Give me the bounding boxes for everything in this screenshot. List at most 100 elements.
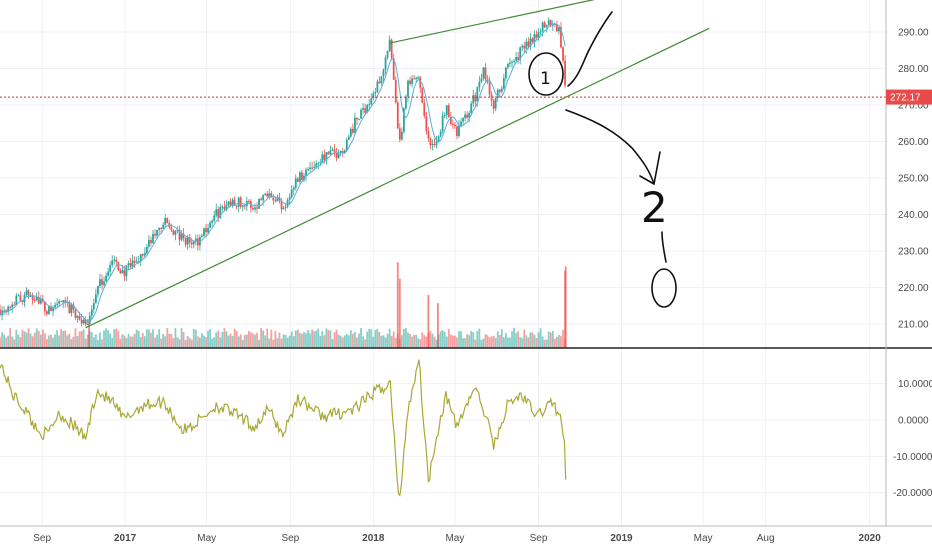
volume-bar: [290, 331, 293, 348]
candle: [303, 173, 305, 183]
volume-bar: [166, 328, 169, 348]
last-price-badge-bg: [886, 89, 932, 105]
candle: [152, 229, 154, 244]
candle: [309, 161, 311, 172]
candle: [154, 229, 156, 239]
volume-bar: [535, 337, 538, 348]
volume-bar: [354, 332, 356, 348]
handwritten-digit-2: 2: [641, 183, 668, 232]
volume-bar: [502, 337, 505, 348]
candle: [129, 257, 132, 270]
volume-bar: [315, 330, 318, 348]
volume-bar: [419, 339, 422, 348]
volume-bar: [409, 333, 411, 348]
volume-bar: [405, 328, 407, 348]
volume-bar: [305, 333, 307, 348]
volume-bar: [170, 334, 173, 348]
volume-bar: [329, 330, 332, 348]
candle: [88, 312, 91, 325]
volume-bar: [376, 329, 379, 348]
candle: [213, 210, 216, 223]
candle: [115, 256, 118, 267]
volume-bar: [482, 338, 485, 348]
last-price-label: 272.17: [890, 93, 921, 104]
volume-bar: [70, 339, 73, 348]
volume-bar: [129, 336, 132, 348]
candle: [549, 19, 552, 28]
candle: [211, 219, 214, 227]
volume-bar: [278, 332, 281, 348]
volume-bar: [549, 332, 552, 348]
volume-bar: [311, 329, 314, 348]
candle: [425, 111, 428, 135]
volume-bar: [66, 335, 69, 348]
volume-bar: [101, 339, 103, 348]
volume-bar: [341, 337, 344, 348]
volume-bar: [3, 334, 5, 348]
candle: [111, 255, 114, 268]
volume-bar: [113, 329, 116, 348]
volume-bar: [256, 332, 258, 348]
volume-bar: [523, 329, 526, 348]
volume-bar: [78, 331, 81, 348]
candle: [27, 289, 30, 299]
volume-bar: [423, 335, 426, 348]
candle: [258, 198, 260, 209]
candle: [162, 221, 165, 230]
volume-bar: [435, 339, 438, 348]
candle: [90, 305, 93, 320]
candle: [264, 192, 267, 196]
candle: [400, 127, 403, 141]
candle: [356, 117, 358, 126]
candle: [511, 60, 513, 68]
volume-bar: [476, 331, 479, 348]
volume-bar: [337, 334, 340, 348]
candle: [370, 93, 373, 106]
volume-bar: [127, 334, 130, 348]
volume-bar: [199, 337, 201, 348]
candle: [433, 138, 436, 148]
price-axis: 290.00 280.00 270.00 260.00 250.00 240.00 230.…: [898, 28, 929, 331]
volume-bar: [19, 337, 22, 348]
volume-bar: [50, 334, 52, 348]
volume-bar: [372, 336, 375, 348]
volume-bar: [15, 329, 18, 348]
volume-bar: [223, 328, 226, 348]
volume-bar: [380, 335, 383, 348]
volume-bar: [447, 328, 450, 348]
volume-bar: [260, 328, 263, 348]
candle: [478, 76, 481, 92]
candle: [33, 296, 36, 303]
candle: [543, 20, 546, 29]
candle: [311, 161, 314, 171]
candle: [135, 256, 138, 263]
volume-bar: [25, 332, 28, 348]
candle: [439, 129, 442, 138]
volume-bar: [400, 335, 403, 348]
volume-bar: [519, 337, 522, 348]
volume-bar: [109, 333, 112, 348]
candle: [11, 301, 14, 313]
candle: [470, 101, 473, 116]
candle: [305, 167, 307, 182]
candle: [484, 63, 487, 83]
volume-bar: [107, 330, 110, 348]
oscillator-axis: 10.0000 0.0000 -10.0000 -20.0000: [893, 379, 932, 499]
candle: [545, 24, 548, 33]
time-tick-label: Sep: [281, 533, 299, 544]
candle: [260, 196, 263, 201]
candle: [301, 169, 303, 181]
candle: [378, 76, 381, 84]
price-tick-label: 250.00: [898, 174, 929, 185]
volume-bar: [441, 330, 444, 348]
volume-bar: [333, 332, 336, 348]
candle: [419, 75, 422, 93]
candle: [464, 111, 466, 122]
volume-bar: [496, 331, 499, 348]
candle: [325, 151, 328, 165]
candle: [445, 105, 448, 120]
volume-bar: [509, 337, 511, 348]
candle: [52, 305, 54, 316]
candle: [427, 127, 430, 142]
volume-bar: [272, 339, 275, 348]
